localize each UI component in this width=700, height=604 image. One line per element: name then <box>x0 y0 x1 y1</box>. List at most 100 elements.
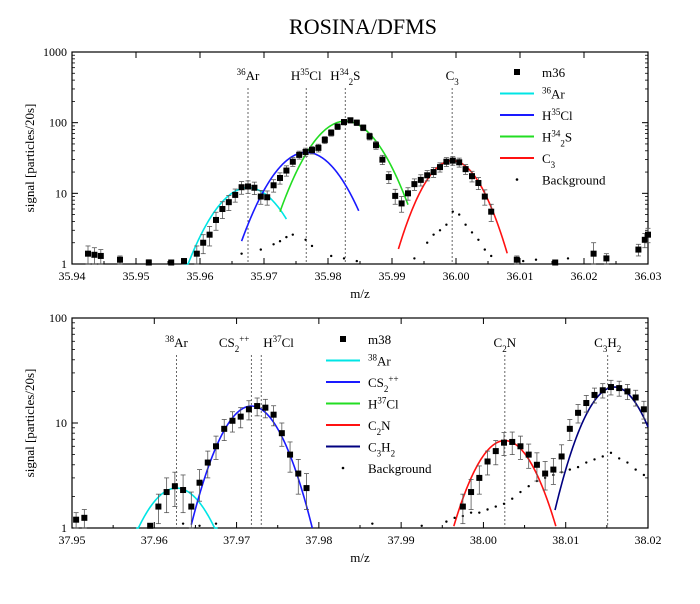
background-point <box>432 233 435 236</box>
data-point <box>81 514 88 521</box>
data-point <box>270 411 277 418</box>
background-point <box>451 210 454 213</box>
data-point <box>91 251 98 258</box>
background-point <box>240 252 243 255</box>
background-point <box>490 254 493 258</box>
background-point <box>470 231 474 234</box>
x-tick-label: 37.95 <box>59 533 86 547</box>
legend-background-label: Background <box>368 461 432 476</box>
data-point <box>424 172 431 179</box>
data-point <box>456 159 463 166</box>
data-point <box>321 136 328 143</box>
data-point <box>257 193 264 200</box>
background-point <box>511 497 514 500</box>
x-tick-label: 35.96 <box>187 269 214 283</box>
data-point <box>550 466 557 473</box>
background-point <box>426 241 429 244</box>
data-point <box>411 181 418 188</box>
legend-label: C3 <box>542 151 556 170</box>
data-point <box>533 461 540 468</box>
peak-label: C2N <box>494 335 517 354</box>
data-point <box>262 404 269 411</box>
peak-label: CS2++ <box>219 334 250 354</box>
x-axis-label: m/z <box>350 286 370 301</box>
data-point <box>287 451 294 458</box>
background-point <box>634 468 637 471</box>
data-point <box>484 458 491 465</box>
data-point <box>221 425 228 432</box>
data-point <box>624 388 631 395</box>
background-point <box>198 524 201 527</box>
data-point <box>296 151 303 158</box>
data-point <box>254 403 261 410</box>
data-point <box>303 485 310 492</box>
data-point <box>168 259 175 266</box>
y-tick-label: 1 <box>61 257 67 271</box>
data-point <box>295 470 302 477</box>
background-point <box>181 522 185 525</box>
data-point <box>237 413 244 420</box>
background-point <box>272 243 275 246</box>
y-tick-label: 100 <box>49 116 67 130</box>
data-point <box>219 206 226 213</box>
data-point <box>117 256 123 263</box>
data-point <box>213 216 219 223</box>
data-point <box>468 489 475 496</box>
data-point <box>193 250 200 257</box>
data-point <box>277 174 283 181</box>
data-point <box>353 119 360 126</box>
data-point <box>366 133 373 140</box>
data-point <box>315 144 322 151</box>
data-point <box>392 192 399 199</box>
background-point <box>342 257 346 260</box>
data-point <box>171 483 178 490</box>
background-point <box>502 502 506 506</box>
background-point <box>420 524 423 527</box>
background-point <box>355 259 358 263</box>
data-point <box>245 406 252 413</box>
background-point <box>259 248 262 251</box>
y-tick-label: 1000 <box>43 45 67 59</box>
background-point <box>214 522 218 525</box>
data-point <box>360 124 367 131</box>
data-point <box>85 250 91 257</box>
background-point <box>568 468 572 471</box>
peak-label: H35Cl <box>291 67 322 83</box>
background-point <box>601 455 604 458</box>
background-point <box>330 254 333 258</box>
data-point <box>181 258 187 265</box>
legend-marker <box>514 69 520 75</box>
data-point <box>147 522 154 529</box>
background-point <box>304 238 307 242</box>
background-point <box>494 505 497 508</box>
background-point <box>464 223 467 226</box>
fit-curve <box>190 405 314 529</box>
data-point <box>558 453 565 460</box>
legend-background-marker <box>515 178 519 181</box>
data-point <box>283 167 290 174</box>
data-point <box>309 147 315 154</box>
data-point <box>632 394 639 401</box>
data-point <box>97 252 104 259</box>
data-point <box>204 459 211 466</box>
x-tick-label: 35.99 <box>379 269 406 283</box>
x-tick-label: 37.99 <box>388 533 415 547</box>
background-point <box>566 257 570 260</box>
chart-panel-1: 35.94 35.95 35.96 35.97 35.98 35.99 36.00 36.01… <box>22 45 662 301</box>
data-point <box>599 387 606 394</box>
background-point <box>469 511 473 514</box>
legend: m36 36Ar H35Cl H342S C3 Background <box>500 65 606 188</box>
peak-label: 38Ar <box>165 334 188 350</box>
background-point <box>477 238 480 242</box>
data-point <box>552 259 559 266</box>
data-point <box>264 194 271 201</box>
background-point <box>642 473 646 477</box>
legend-marker-label: m36 <box>542 65 566 80</box>
background-point <box>585 461 588 464</box>
data-point <box>289 158 296 165</box>
data-point <box>180 487 187 494</box>
data-point <box>449 157 456 164</box>
legend-marker-label: m38 <box>368 332 391 347</box>
fit-curve <box>279 120 409 212</box>
x-tick-label: 36.03 <box>635 269 662 283</box>
